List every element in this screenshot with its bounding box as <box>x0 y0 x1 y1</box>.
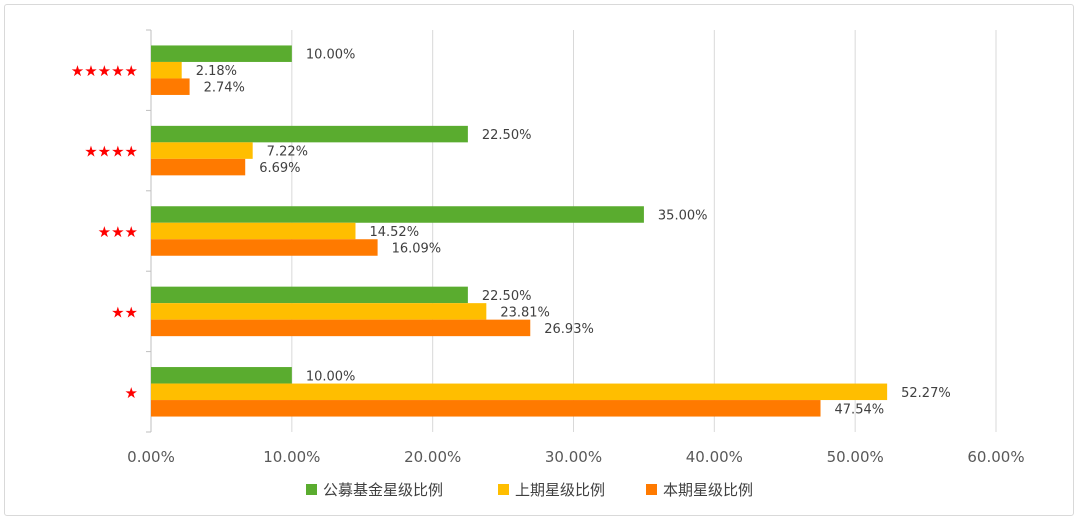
bar <box>151 61 182 79</box>
x-tick-label: 40.00% <box>686 448 743 466</box>
bar <box>151 239 378 256</box>
data-label: 22.50% <box>482 128 532 143</box>
data-label: 10.00% <box>306 48 356 63</box>
bar <box>151 367 292 384</box>
bar <box>151 158 246 176</box>
data-label: 47.54% <box>835 402 885 417</box>
category-label: ★★★★★ <box>71 62 138 80</box>
data-label: 22.50% <box>482 289 532 304</box>
data-label: 16.09% <box>392 242 442 257</box>
x-tick-label: 10.00% <box>263 448 320 466</box>
data-label: 52.27% <box>901 386 951 401</box>
x-tick-label: 0.00% <box>127 448 175 466</box>
data-label: 10.00% <box>306 369 356 384</box>
legend-swatch <box>306 484 317 495</box>
category-label: ★★★ <box>98 223 138 241</box>
bar <box>151 142 253 159</box>
data-label: 14.52% <box>369 225 419 240</box>
x-tick-label: 30.00% <box>545 448 602 466</box>
data-label: 26.93% <box>544 322 594 337</box>
x-tick-label: 60.00% <box>967 448 1024 466</box>
bar <box>151 303 487 320</box>
bar <box>151 222 356 240</box>
category-label: ★ <box>125 384 138 402</box>
legend-swatch <box>498 484 509 495</box>
data-label: 35.00% <box>658 209 708 224</box>
bar <box>151 286 468 304</box>
data-label: 2.18% <box>196 64 237 79</box>
legend-swatch <box>646 484 657 495</box>
bar <box>151 125 468 143</box>
bar <box>151 45 292 62</box>
category-label: ★★ <box>111 303 138 321</box>
bar <box>151 78 190 95</box>
bar <box>151 383 888 401</box>
legend-label: 本期星级比例 <box>663 481 753 499</box>
x-tick-label: 20.00% <box>404 448 461 466</box>
x-tick-label: 50.00% <box>827 448 884 466</box>
data-label: 7.22% <box>267 145 308 160</box>
data-label: 6.69% <box>259 161 300 176</box>
legend-label: 上期星级比例 <box>515 481 605 499</box>
bar <box>151 400 821 417</box>
bar <box>151 319 531 337</box>
bar <box>151 206 644 223</box>
category-label: ★★★★ <box>84 143 138 161</box>
legend-label: 公募基金星级比例 <box>323 481 443 499</box>
data-label: 23.81% <box>500 305 550 320</box>
data-label: 2.74% <box>204 81 245 96</box>
